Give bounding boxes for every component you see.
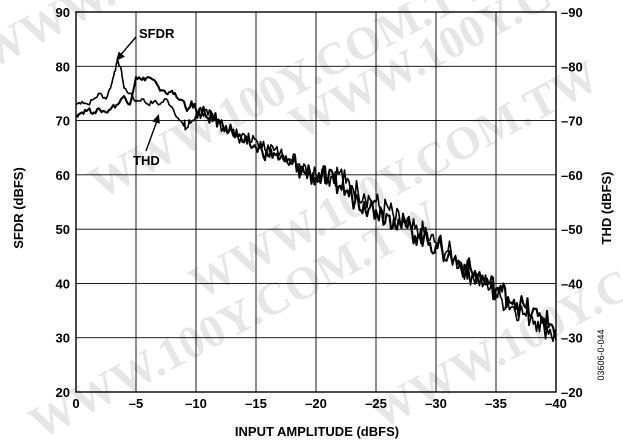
x-tick-label: –40	[545, 396, 567, 411]
y-axis-left-title: SFDR (dBFS)	[11, 167, 26, 249]
plot-frame	[75, 11, 557, 393]
x-tick-label: –20	[305, 396, 327, 411]
y-right-tick-label: –30	[561, 331, 583, 346]
x-tick-label: 0	[72, 396, 79, 411]
y-right-tick-label: –90	[561, 5, 583, 20]
x-tick-label: –10	[185, 396, 207, 411]
y-left-tick-label: 60	[56, 168, 70, 183]
annotations: SFDR THD	[116, 26, 175, 168]
y-right-tick-label: –40	[561, 276, 583, 291]
y-right-tick-label: –70	[561, 114, 583, 129]
x-tick-label: –5	[129, 396, 143, 411]
y-right-tick-label: –50	[561, 222, 583, 237]
y-right-tick-label: –80	[561, 59, 583, 74]
sfdr-arrowhead	[116, 51, 125, 61]
x-tick-label: –25	[365, 396, 387, 411]
x-axis-title: INPUT AMPLITUDE (dBFS)	[235, 424, 399, 439]
x-tick-label: –35	[485, 396, 507, 411]
thd-series-line	[75, 76, 557, 335]
sfdr-series-line	[75, 60, 557, 343]
y-left-tick-label: 90	[56, 5, 70, 20]
figure-id: 03606-0-044	[596, 329, 606, 380]
y-left-tick-label: 20	[56, 385, 70, 400]
y-right-tick-label: –20	[561, 385, 583, 400]
sfdr-label: SFDR	[139, 26, 175, 41]
thd-arrow	[145, 117, 159, 152]
x-tick-label: –30	[425, 396, 447, 411]
y-left-tick-label: 80	[56, 59, 70, 74]
gridlines	[76, 12, 556, 392]
thd-label: THD	[133, 153, 160, 168]
series-layer	[75, 60, 557, 343]
y-left-tick-label: 40	[56, 276, 70, 291]
y-left-tick-label: 70	[56, 114, 70, 129]
y-axis-right-title: THD (dBFS)	[599, 172, 614, 245]
y-left-tick-label: 50	[56, 222, 70, 237]
tick-labels: 0 –5 –10 –15 –20 –25 –30 –35 –40 20 30 40 50 60 70 80 90…	[56, 5, 583, 411]
y-left-tick-label: 30	[56, 331, 70, 346]
y-right-tick-label: –60	[561, 168, 583, 183]
x-tick-label: –15	[245, 396, 267, 411]
thd-arrowhead	[152, 114, 160, 124]
